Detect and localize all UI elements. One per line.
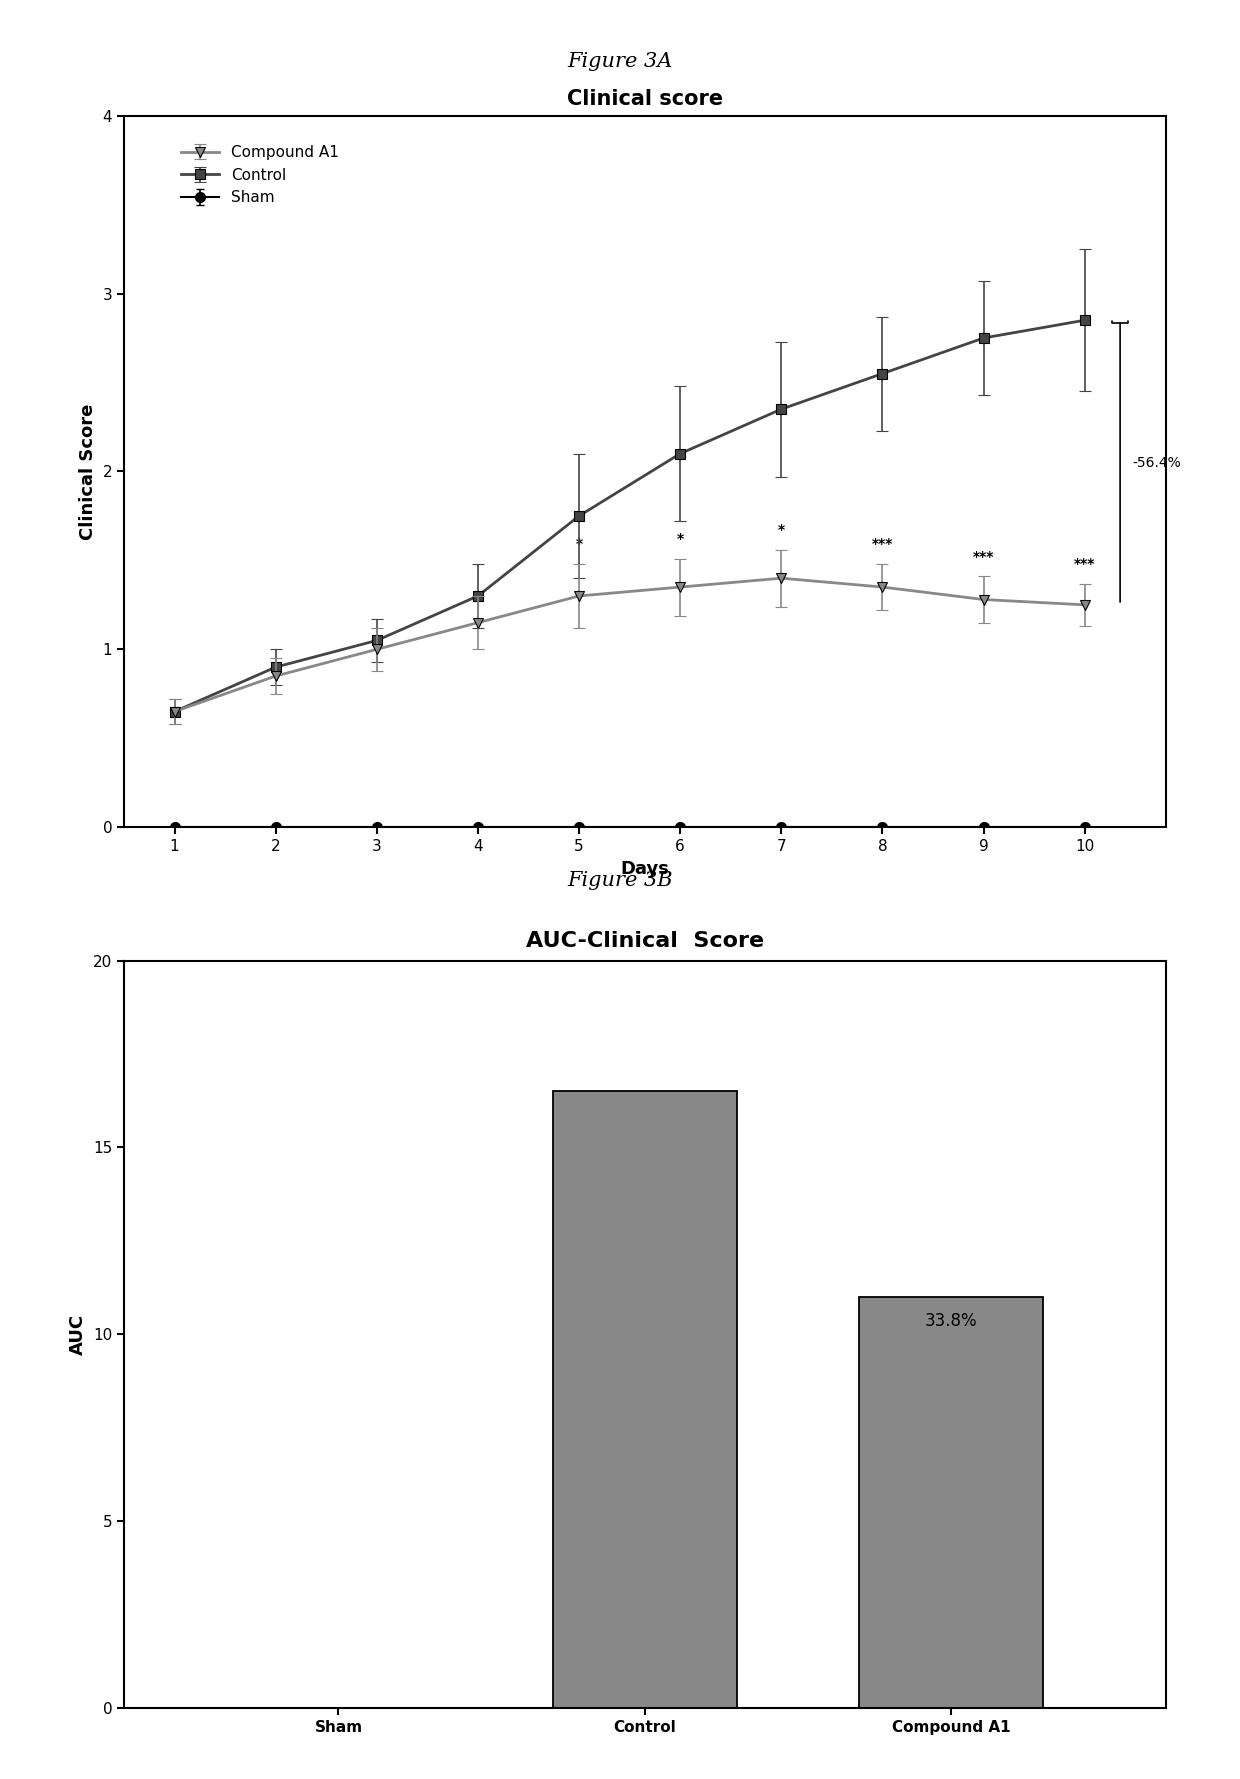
Bar xyxy=(553,1092,737,1708)
Text: *: * xyxy=(575,537,583,551)
Text: ***: *** xyxy=(1074,557,1095,571)
Text: -56.4%: -56.4% xyxy=(1132,455,1180,470)
Y-axis label: AUC: AUC xyxy=(69,1313,87,1356)
Text: *: * xyxy=(677,532,683,546)
Text: ***: *** xyxy=(872,537,893,551)
Title: Clinical score: Clinical score xyxy=(567,89,723,109)
Bar xyxy=(859,1297,1043,1708)
Legend: Compound A1, Control, Sham: Compound A1, Control, Sham xyxy=(174,137,347,213)
Title: AUC-Clinical  Score: AUC-Clinical Score xyxy=(526,930,764,950)
Text: Figure 3A: Figure 3A xyxy=(568,52,672,71)
Text: ***: *** xyxy=(973,550,994,564)
Text: *: * xyxy=(777,523,785,537)
Text: 33.8%: 33.8% xyxy=(925,1311,977,1331)
X-axis label: Days: Days xyxy=(620,859,670,877)
Text: Figure 3B: Figure 3B xyxy=(567,870,673,890)
Y-axis label: Clinical Score: Clinical Score xyxy=(79,404,97,539)
